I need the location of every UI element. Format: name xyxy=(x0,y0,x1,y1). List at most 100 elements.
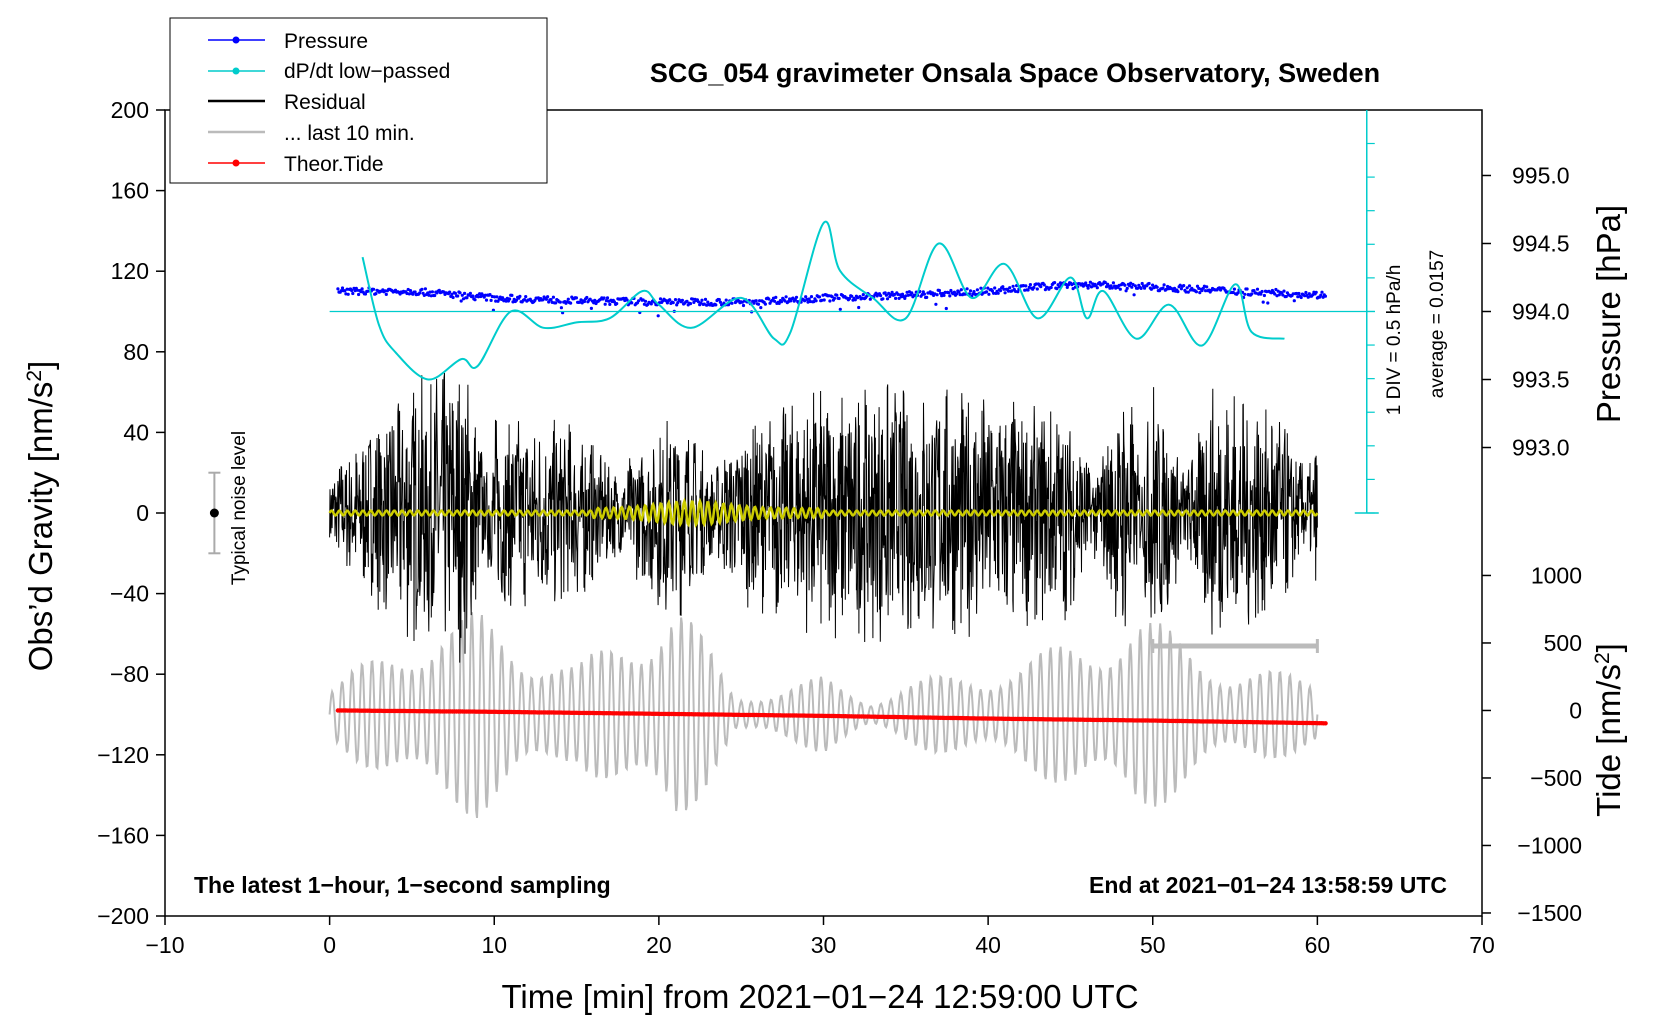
pressure-point xyxy=(1087,283,1091,287)
x-tick-label: 30 xyxy=(811,932,837,958)
pressure-point xyxy=(949,288,953,293)
pressure-point xyxy=(345,287,349,291)
pressure-point xyxy=(551,295,556,299)
pressure-point xyxy=(784,295,788,299)
x-tick-label: 70 xyxy=(1469,932,1495,958)
pressure-point xyxy=(413,290,417,294)
pressure-point xyxy=(460,293,464,297)
pressure-point xyxy=(549,298,553,302)
tide-tick-label: −1500 xyxy=(1517,900,1582,926)
pressure-point xyxy=(979,286,983,290)
pressure-point xyxy=(937,288,942,293)
svg-text:1 DIV = 0.5 hPa/h: 1 DIV = 0.5 hPa/h xyxy=(1384,265,1405,416)
pressure-point xyxy=(1028,283,1032,287)
pressure-point xyxy=(1008,286,1012,290)
pressure-tick-label: 994.5 xyxy=(1512,230,1570,256)
pressure-point xyxy=(1184,290,1188,294)
pressure-point xyxy=(1006,289,1011,293)
series-residual-lowpass-line xyxy=(328,497,1319,528)
pressure-point xyxy=(336,287,340,291)
pressure-point xyxy=(1262,293,1266,298)
pressure-point xyxy=(408,289,413,293)
pressure-point xyxy=(1034,282,1038,286)
pressure-point xyxy=(838,307,842,311)
scale-annotation-div: 1 DIV = 0.5 hPa/h xyxy=(1384,265,1405,416)
pressure-point xyxy=(1057,285,1061,289)
pressure-point xyxy=(1084,281,1088,285)
pressure-point xyxy=(450,292,454,296)
pressure-point xyxy=(1307,292,1311,296)
pressure-point xyxy=(643,299,648,303)
pressure-point xyxy=(1035,287,1039,291)
pressure-point xyxy=(1111,281,1115,285)
pressure-point xyxy=(1297,291,1301,296)
pressure-point xyxy=(420,287,424,291)
pressure-point xyxy=(489,298,493,302)
x-tick-label: 20 xyxy=(646,932,672,958)
tide-axis-label: Tide [nm/s2] xyxy=(1590,643,1627,817)
pressure-point xyxy=(1205,285,1209,289)
pressure-point xyxy=(671,301,675,305)
pressure-point xyxy=(339,289,343,293)
pressure-point xyxy=(428,290,432,294)
pressure-point xyxy=(1265,290,1269,294)
pressure-point xyxy=(1260,289,1264,294)
pressure-point xyxy=(791,296,795,300)
pressure-point xyxy=(1001,285,1005,289)
pressure-point xyxy=(884,293,889,297)
pressure-point xyxy=(559,306,564,310)
x-tick-label: 40 xyxy=(975,932,1001,958)
pressure-point xyxy=(508,297,512,301)
pressure-point xyxy=(996,291,1000,295)
pressure-point xyxy=(522,298,527,302)
pressure-point xyxy=(767,297,771,301)
pressure-point xyxy=(1319,293,1323,297)
pressure-point xyxy=(868,297,872,301)
pressure-point xyxy=(1303,294,1307,298)
pressure-point xyxy=(1042,283,1046,287)
pressure-point xyxy=(668,298,672,302)
pressure-axis-label: Pressure [hPa] xyxy=(1590,205,1627,423)
pressure-point xyxy=(1103,280,1107,285)
pressure-point xyxy=(922,292,927,296)
pressure-point xyxy=(809,295,814,299)
y-tick-label: 200 xyxy=(111,97,149,123)
pressure-point xyxy=(360,287,364,291)
pressure-point xyxy=(992,291,996,295)
pressure-point xyxy=(998,289,1003,293)
pressure-point xyxy=(925,295,929,299)
pressure-point xyxy=(699,301,703,305)
note-bottom-left: The latest 1−hour, 1−second sampling xyxy=(194,872,611,898)
pressure-point xyxy=(894,296,898,300)
legend-label-residual: Residual xyxy=(284,91,366,114)
svg-text:Tide [nm/s2]: Tide [nm/s2] xyxy=(1590,643,1627,817)
pressure-point xyxy=(514,298,519,302)
pressure-point xyxy=(986,286,990,290)
y-tick-label: 160 xyxy=(111,178,149,204)
pressure-point xyxy=(817,295,822,299)
pressure-point xyxy=(1187,284,1192,288)
pressure-point xyxy=(759,306,763,310)
pressure-point xyxy=(630,301,634,305)
series-dpdt-line xyxy=(361,220,1285,381)
pressure-point xyxy=(541,298,545,302)
pressure-point xyxy=(603,302,607,306)
pressure-point xyxy=(355,288,359,292)
legend-marker-tide xyxy=(232,159,240,167)
pressure-point xyxy=(890,290,894,294)
pressure-point xyxy=(673,298,678,302)
pressure-point xyxy=(1323,294,1327,298)
pressure-point xyxy=(1011,284,1015,288)
svg-text:average = 0.0157: average = 0.0157 xyxy=(1427,250,1448,398)
pressure-point xyxy=(351,291,355,296)
pressure-point xyxy=(494,299,498,303)
pressure-point xyxy=(418,291,422,295)
pressure-point xyxy=(718,300,723,304)
pressure-point xyxy=(1182,284,1186,288)
pressure-point xyxy=(1055,287,1059,291)
pressure-point xyxy=(504,299,508,303)
pressure-point xyxy=(814,299,818,303)
pressure-point xyxy=(822,298,826,302)
pressure-point xyxy=(1039,285,1043,289)
pressure-point xyxy=(1010,289,1014,293)
